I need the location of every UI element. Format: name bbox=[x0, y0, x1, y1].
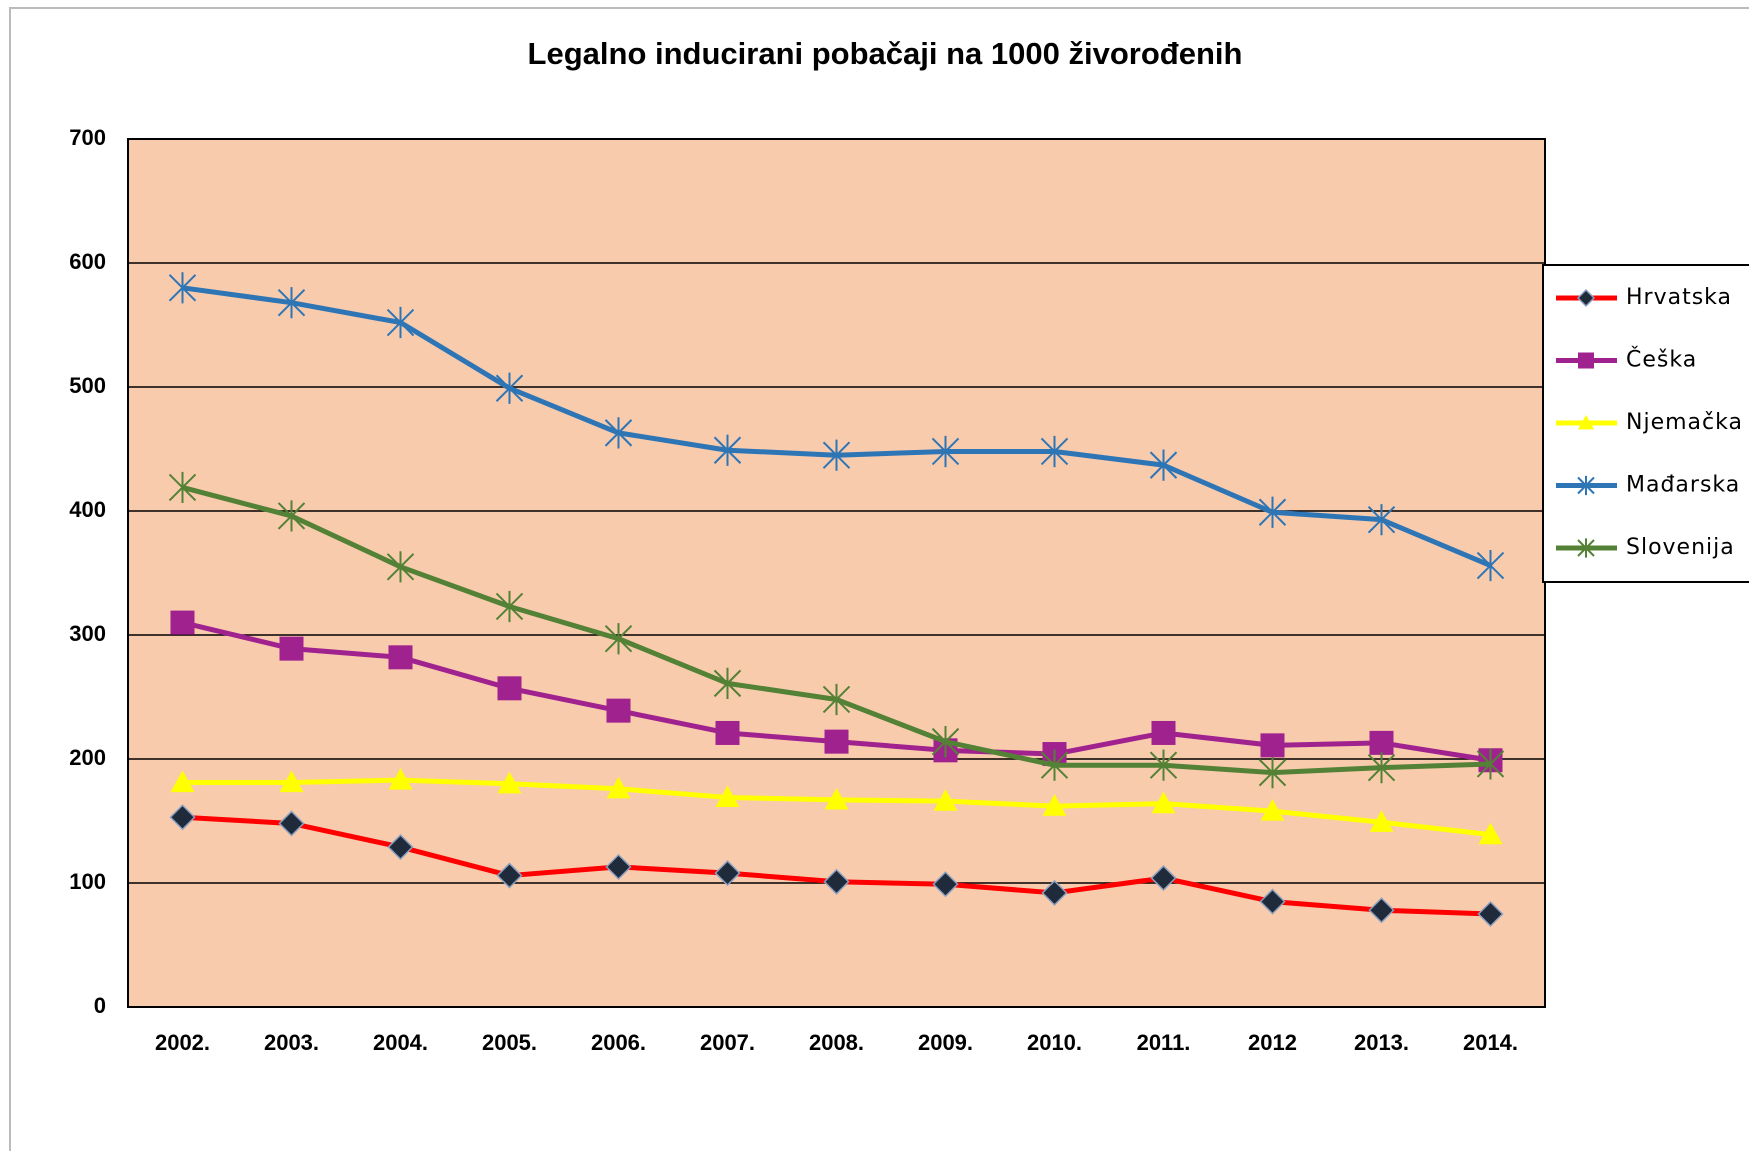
marker bbox=[170, 610, 195, 635]
x-tick-label: 2007. bbox=[700, 1030, 755, 1055]
marker bbox=[1149, 749, 1178, 781]
marker bbox=[277, 500, 306, 532]
marker bbox=[931, 726, 960, 758]
marker bbox=[1040, 435, 1069, 468]
marker bbox=[933, 789, 958, 811]
y-tick-label: 300 bbox=[69, 621, 106, 646]
marker bbox=[277, 287, 306, 319]
marker bbox=[1477, 900, 1504, 928]
marker bbox=[605, 853, 632, 880]
marker bbox=[715, 785, 740, 808]
marker bbox=[387, 833, 414, 861]
y-tick-label: 100 bbox=[69, 869, 106, 894]
marker bbox=[714, 860, 741, 887]
x-tick-label: 2008. bbox=[809, 1030, 864, 1055]
marker bbox=[497, 676, 522, 701]
marker bbox=[168, 272, 197, 304]
marker bbox=[715, 720, 740, 745]
marker bbox=[822, 683, 851, 716]
y-tick-label: 0 bbox=[94, 993, 106, 1018]
marker bbox=[1151, 720, 1176, 745]
marker bbox=[1151, 791, 1176, 814]
marker bbox=[1576, 288, 1596, 308]
marker bbox=[386, 551, 415, 583]
x-tick-label: 2009. bbox=[918, 1030, 973, 1055]
marker bbox=[823, 868, 850, 895]
marker bbox=[386, 306, 415, 339]
marker bbox=[1040, 749, 1069, 781]
marker bbox=[1368, 897, 1395, 924]
marker bbox=[824, 729, 849, 754]
marker bbox=[932, 871, 959, 898]
marker bbox=[606, 776, 631, 799]
marker bbox=[496, 862, 523, 889]
marker bbox=[279, 636, 304, 661]
marker bbox=[1369, 730, 1394, 755]
marker bbox=[495, 372, 524, 404]
legend-label: Mađarska bbox=[1626, 473, 1740, 498]
x-tick-label: 2002. bbox=[155, 1030, 210, 1055]
x-tick-label: 2011. bbox=[1137, 1030, 1191, 1055]
marker bbox=[1578, 415, 1594, 430]
marker bbox=[169, 804, 196, 831]
marker bbox=[1259, 888, 1286, 915]
marker bbox=[1367, 504, 1396, 536]
x-tick-label: 2014. bbox=[1463, 1030, 1518, 1055]
marker bbox=[1369, 810, 1394, 832]
x-tick-label: 2005. bbox=[482, 1030, 537, 1055]
marker bbox=[606, 698, 631, 723]
marker bbox=[168, 471, 197, 504]
y-tick-label: 700 bbox=[69, 125, 106, 150]
marker bbox=[1476, 549, 1505, 582]
chart-title: Legalno inducirani pobačaji na 1000 živo… bbox=[528, 36, 1243, 71]
x-tick-label: 2010. bbox=[1027, 1030, 1082, 1055]
marker bbox=[1476, 748, 1505, 780]
x-tick-label: 2013. bbox=[1354, 1030, 1409, 1055]
marker bbox=[1150, 864, 1177, 892]
marker bbox=[497, 771, 522, 794]
marker bbox=[1367, 752, 1396, 784]
y-tick-label: 600 bbox=[69, 249, 106, 274]
legend-label: Hrvatska bbox=[1626, 285, 1732, 310]
y-tick-label: 200 bbox=[69, 745, 106, 770]
marker bbox=[713, 667, 742, 699]
marker bbox=[170, 770, 195, 793]
legend-label: Slovenija bbox=[1626, 535, 1735, 560]
marker bbox=[1042, 794, 1067, 816]
y-tick-label: 500 bbox=[69, 373, 106, 398]
marker bbox=[1577, 538, 1595, 558]
marker bbox=[279, 770, 304, 793]
legend-label: Češka bbox=[1626, 347, 1697, 373]
marker bbox=[388, 768, 413, 790]
marker bbox=[1041, 879, 1068, 906]
y-tick-label: 400 bbox=[69, 497, 106, 522]
marker bbox=[1260, 799, 1285, 821]
marker bbox=[1577, 475, 1595, 496]
plot-area bbox=[128, 139, 1545, 1007]
marker bbox=[495, 590, 524, 623]
marker bbox=[604, 417, 633, 449]
x-tick-label: 2003. bbox=[264, 1030, 319, 1055]
marker bbox=[388, 645, 413, 670]
marker bbox=[1478, 822, 1503, 845]
x-tick-label: 2006. bbox=[591, 1030, 646, 1055]
x-tick-label: 2004. bbox=[373, 1030, 428, 1055]
marker bbox=[1260, 733, 1285, 758]
legend-label: Njemačka bbox=[1626, 410, 1743, 435]
marker bbox=[1258, 757, 1287, 789]
marker bbox=[604, 623, 633, 655]
marker bbox=[278, 810, 305, 837]
marker bbox=[822, 439, 851, 471]
marker bbox=[713, 434, 742, 466]
marker bbox=[824, 787, 849, 810]
marker bbox=[1149, 449, 1178, 481]
marker bbox=[1258, 496, 1287, 528]
marker bbox=[1578, 352, 1594, 369]
marker bbox=[931, 435, 960, 468]
x-tick-label: 2012 bbox=[1248, 1030, 1297, 1055]
